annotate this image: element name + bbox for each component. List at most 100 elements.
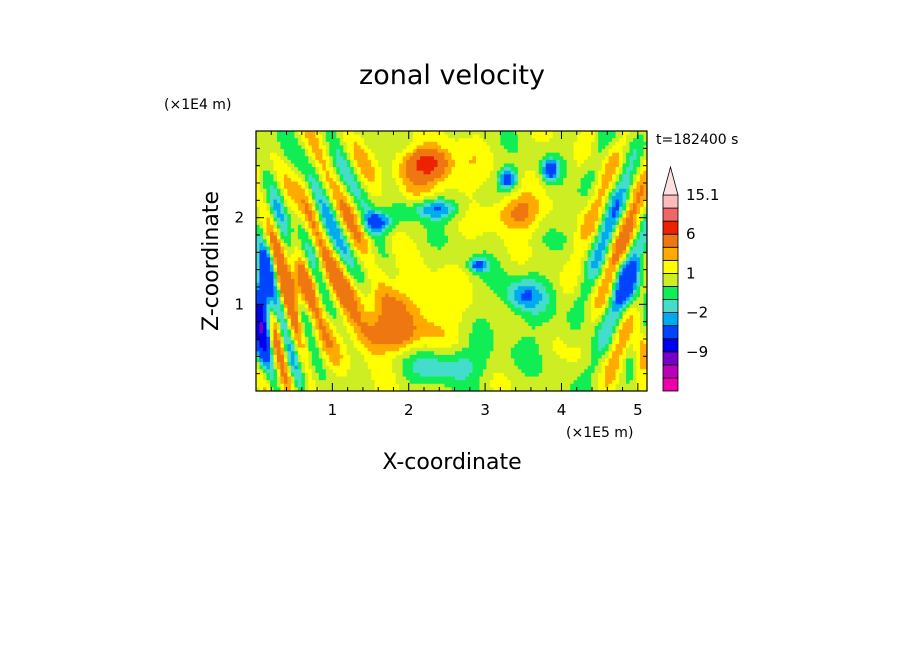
field-cell [556,141,561,147]
field-cell [297,199,302,204]
field-cell [465,282,470,287]
field-cell [339,242,344,248]
field-cell [434,152,439,157]
field-cell [427,239,432,244]
field-cell [441,275,446,280]
field-cell [601,271,606,277]
field-cell [622,145,627,150]
field-cell [304,250,309,255]
field-cell [339,177,344,183]
field-cell [626,134,631,139]
field-cell [371,242,376,248]
field-cell [357,282,362,287]
field-cell [381,257,386,262]
field-cell [402,138,407,143]
field-cell [269,253,275,258]
field-cell [629,188,634,193]
field-cell [472,210,477,215]
field-cell [423,131,428,136]
field-cell [633,167,638,172]
field-cell [640,174,645,179]
field-cell [301,156,306,161]
field-cell [266,282,271,287]
field-cell [587,138,592,143]
field-cell [399,185,404,190]
field-cell [542,199,547,204]
field-cell [500,268,505,273]
field-cell [622,282,627,287]
field-cell [276,152,282,157]
field-cell [636,152,641,157]
field-cell [259,271,264,277]
field-cell [486,261,491,266]
field-cell [566,159,571,165]
field-cell [482,210,488,215]
field-cell [420,250,425,255]
field-cell [416,159,421,165]
field-cell [486,286,491,291]
field-cell [402,228,407,233]
field-cell [594,221,599,226]
field-cell [486,279,491,284]
field-cell [545,203,550,208]
field-cell [580,242,585,248]
field-cell [517,134,522,139]
field-cell [598,188,603,193]
field-cell [535,138,540,143]
field-cell [577,271,582,277]
field-cell [364,199,369,204]
field-cell [353,214,358,219]
field-cell [336,257,341,262]
field-cell [472,282,477,287]
field-cell [619,217,624,222]
field-cell [339,138,344,143]
field-cell [441,261,446,266]
field-cell [256,239,261,244]
field-cell [434,228,439,233]
field-cell [475,181,481,186]
field-cell [461,286,467,291]
field-cell [304,232,309,237]
field-cell [503,250,508,255]
field-cell [256,131,261,136]
field-cell [577,232,582,237]
field-cell [598,131,603,136]
field-cell [472,289,477,295]
field-cell [388,196,393,201]
field-cell [437,188,442,193]
field-cell [297,141,302,147]
field-cell [360,271,365,277]
field-cell [615,286,620,291]
field-cell [308,217,313,222]
field-cell [489,217,494,222]
field-cell [458,275,463,280]
field-cell [318,163,323,168]
field-cell [461,185,467,190]
field-cell [482,275,488,280]
field-cell [633,246,638,251]
field-cell [545,228,550,233]
field-cell [276,221,282,226]
field-cell [489,232,494,237]
field-cell [559,145,564,150]
field-cell [542,242,547,248]
field-cell [626,210,631,215]
field-cell [339,192,344,197]
field-cell [472,253,477,258]
field-cell [276,156,282,161]
field-cell [325,239,330,244]
field-cell [615,235,620,240]
field-cell [475,134,481,139]
field-cell [406,138,411,143]
field-cell [493,210,498,215]
field-cell [489,156,494,161]
field-cell [633,134,638,139]
field-cell [475,170,481,175]
field-cell [273,257,278,262]
field-cell [615,185,620,190]
field-cell [556,279,561,284]
field-cell [465,134,470,139]
field-cell [468,271,474,277]
field-cell [336,203,341,208]
field-cell [378,210,383,215]
